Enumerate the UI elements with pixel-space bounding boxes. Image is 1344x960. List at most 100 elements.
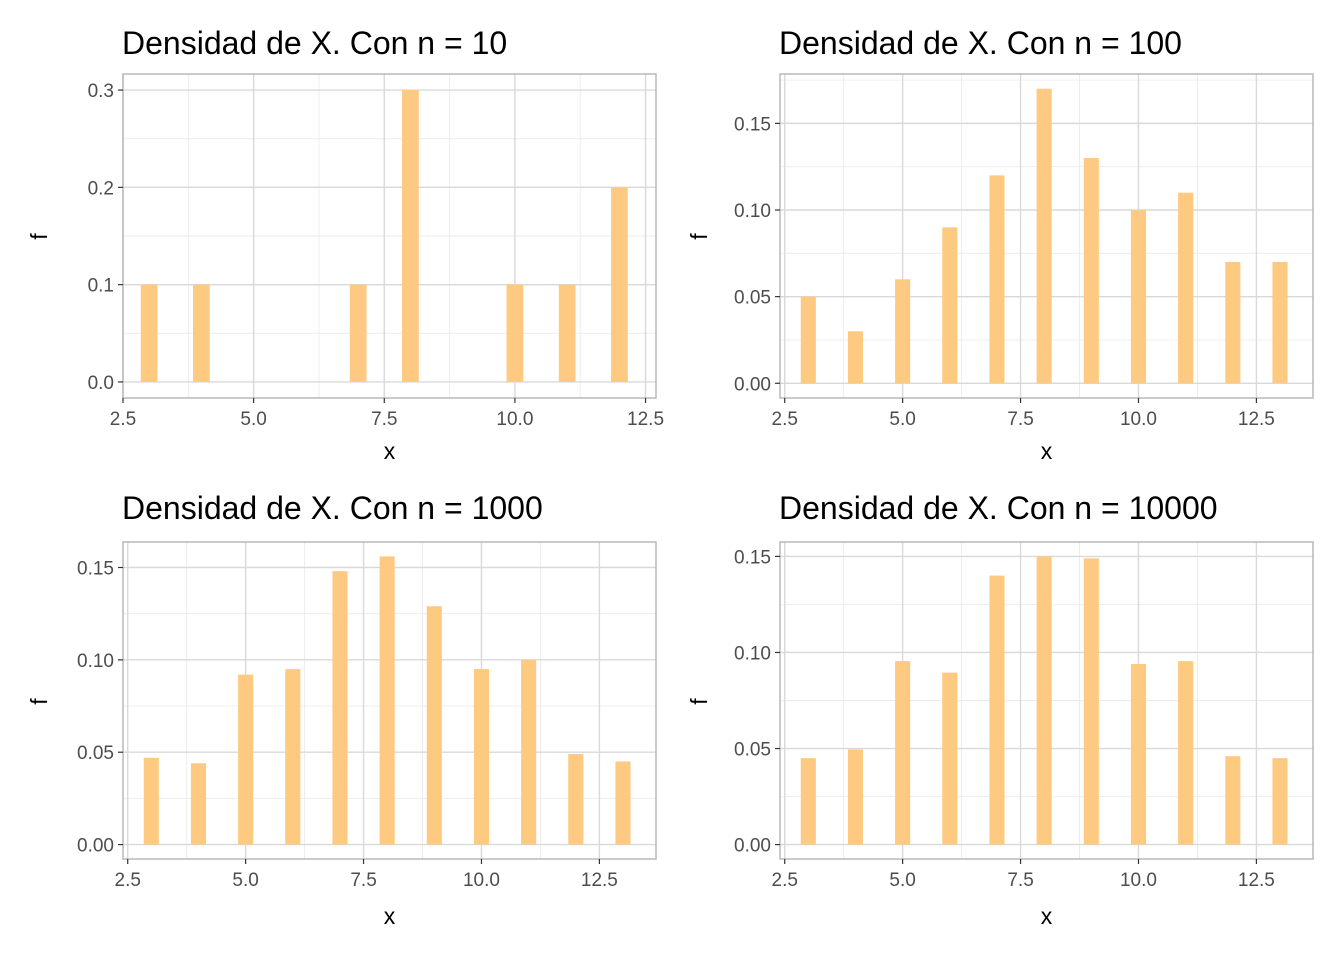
bar	[989, 175, 1005, 384]
bar	[1272, 758, 1288, 845]
bar	[847, 749, 864, 845]
bar	[1083, 158, 1099, 384]
bar	[426, 606, 442, 845]
bar	[473, 669, 490, 845]
bar	[895, 661, 911, 845]
x-tick-label: 7.5	[371, 409, 397, 430]
bar	[611, 187, 628, 382]
y-axis-title: f	[686, 698, 712, 705]
y-tick-label: 0.00	[77, 836, 114, 857]
x-tick-label: 10.0	[1120, 409, 1157, 430]
panel-border	[122, 73, 657, 399]
x-axis-title: x	[1041, 903, 1053, 929]
x-tick-label: 2.5	[110, 409, 136, 430]
chart-title: Densidad de X. Con n = 100	[779, 25, 1182, 61]
y-tick-label: 0.1	[88, 276, 114, 297]
bar	[1130, 663, 1147, 845]
bar	[402, 90, 419, 382]
bar	[349, 284, 367, 382]
bar	[1225, 756, 1241, 845]
bar-series	[800, 556, 1288, 845]
bar	[847, 331, 864, 384]
bar	[1036, 556, 1052, 845]
bar	[1272, 261, 1288, 384]
x-tick-label: 12.5	[627, 409, 664, 430]
y-tick-label: 0.05	[734, 740, 771, 761]
axes: 2.5 5.0 7.5 10.0 12.5 0.00 0.05 0.10 0.15	[77, 558, 618, 891]
chart-panel-n10000: 2.5 5.0 7.5 10.0 12.5 0.00 0.05 0.10 0.15 Densida…	[686, 490, 1314, 929]
y-tick-label: 0.15	[734, 114, 771, 135]
x-tick-label: 2.5	[115, 870, 141, 891]
y-tick-label: 0.10	[734, 201, 771, 222]
y-axis-title: f	[686, 233, 712, 240]
x-axis-title: x	[384, 903, 396, 929]
chart-title: Densidad de X. Con n = 1000	[122, 490, 543, 526]
y-tick-label: 0.2	[88, 178, 114, 199]
x-axis-title: x	[1041, 438, 1053, 464]
bar-series	[143, 556, 631, 845]
panel-border	[122, 541, 657, 860]
chart-panel-n100: 2.5 5.0 7.5 10.0 12.5 0.00 0.05 0.10 0.15 Densida…	[686, 25, 1314, 464]
y-tick-label: 0.10	[734, 643, 771, 664]
x-tick-label: 2.5	[772, 409, 798, 430]
y-tick-label: 0.00	[734, 374, 771, 395]
axes: 2.5 5.0 7.5 10.0 12.5 0.00 0.05 0.10 0.15	[734, 114, 1275, 430]
x-tick-label: 2.5	[772, 870, 798, 891]
y-tick-label: 0.3	[88, 81, 114, 102]
y-tick-label: 0.05	[77, 743, 114, 764]
y-tick-label: 0.0	[88, 373, 114, 394]
x-tick-label: 7.5	[1007, 409, 1033, 430]
x-tick-label: 12.5	[581, 870, 618, 891]
bar	[800, 758, 816, 845]
x-tick-label: 5.0	[240, 409, 266, 430]
chart-panel-n10: 2.5 5.0 7.5 10.0 12.5 0.0 0.1 0.2 0.3 Densidad de…	[26, 25, 664, 464]
bar	[989, 575, 1005, 845]
y-tick-label: 0.10	[77, 651, 114, 672]
panel-border	[779, 73, 1314, 399]
bar	[521, 659, 537, 845]
bar	[558, 284, 576, 382]
bar	[140, 284, 158, 382]
x-tick-label: 12.5	[1238, 409, 1275, 430]
axes: 2.5 5.0 7.5 10.0 12.5 0.00 0.05 0.10 0.15	[734, 547, 1275, 891]
bar	[506, 284, 524, 382]
x-tick-label: 5.0	[889, 870, 915, 891]
bar	[942, 227, 958, 384]
y-axis-title: f	[26, 698, 52, 705]
y-axis-title: f	[26, 233, 52, 240]
bar	[1178, 192, 1194, 384]
y-tick-label: 0.00	[734, 836, 771, 857]
x-tick-label: 7.5	[350, 870, 376, 891]
bar	[193, 284, 210, 382]
axes: 2.5 5.0 7.5 10.0 12.5 0.0 0.1 0.2 0.3	[88, 81, 664, 430]
bar	[895, 279, 911, 384]
x-axis-title: x	[384, 438, 396, 464]
bar-series	[140, 90, 628, 382]
x-tick-label: 12.5	[1238, 870, 1275, 891]
bar	[190, 763, 207, 845]
bar	[285, 669, 301, 845]
bar	[1130, 210, 1147, 384]
x-tick-label: 10.0	[1120, 870, 1157, 891]
x-tick-label: 5.0	[889, 409, 915, 430]
x-tick-label: 7.5	[1007, 870, 1033, 891]
y-tick-label: 0.15	[77, 558, 114, 579]
y-tick-label: 0.15	[734, 547, 771, 568]
bar-series	[800, 88, 1288, 384]
bar	[1225, 261, 1241, 384]
bar	[379, 556, 395, 845]
x-tick-label: 5.0	[232, 870, 258, 891]
bar	[238, 674, 254, 845]
bar	[568, 754, 584, 845]
bar	[143, 757, 159, 845]
bar	[1083, 558, 1099, 845]
bar	[800, 296, 816, 384]
bar	[615, 761, 631, 845]
bar	[1036, 88, 1052, 384]
chart-panel-n1000: 2.5 5.0 7.5 10.0 12.5 0.00 0.05 0.10 0.15 Densida…	[26, 490, 657, 929]
y-tick-label: 0.05	[734, 288, 771, 309]
chart-title: Densidad de X. Con n = 10000	[779, 490, 1218, 526]
bar	[332, 571, 348, 845]
chart-title: Densidad de X. Con n = 10	[122, 25, 507, 61]
